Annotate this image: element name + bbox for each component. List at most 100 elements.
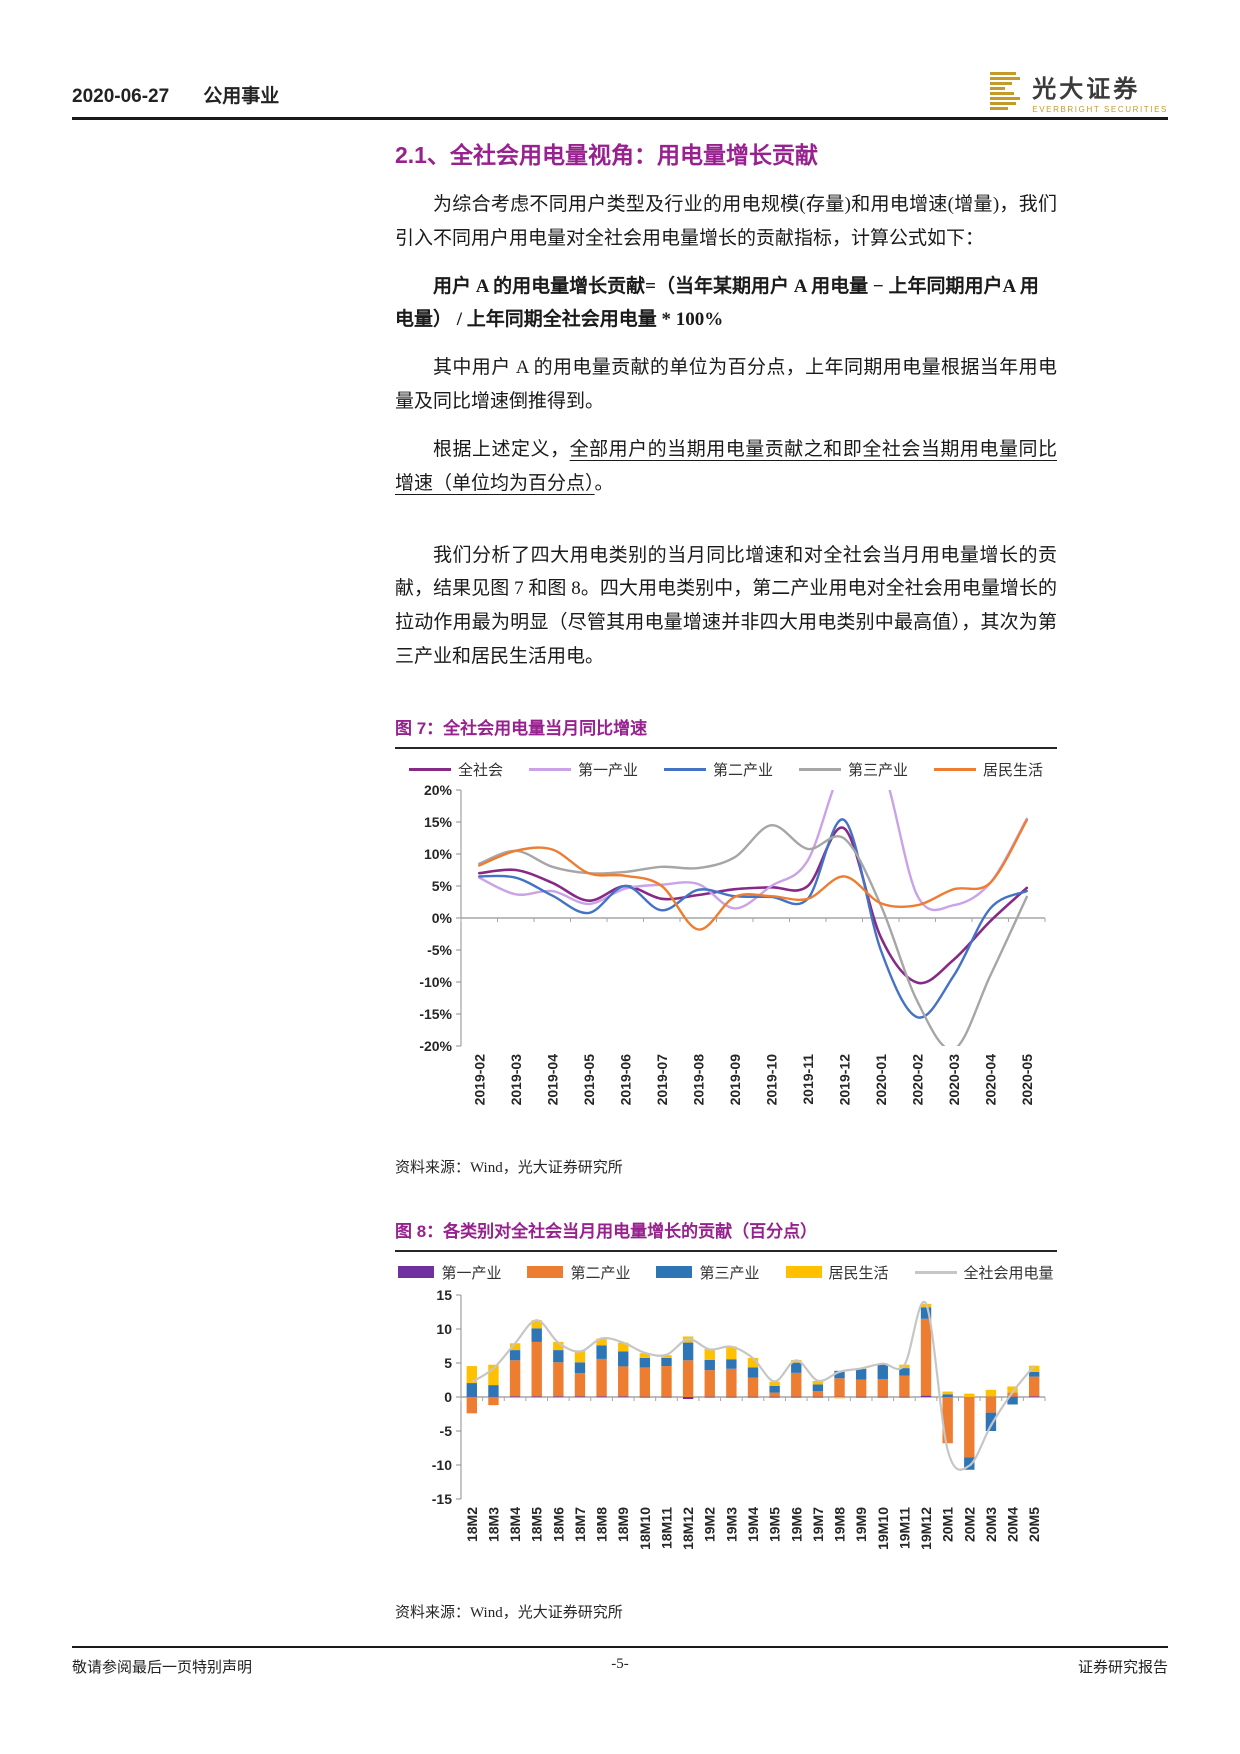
- paragraph-5: 我们分析了四大用电类别的当月同比增速和对全社会当月用电量增长的贡献，结果见图 7…: [395, 544, 1057, 667]
- x-tick-label: 19M3: [723, 1507, 739, 1542]
- bar-segment-2: [509, 1349, 521, 1361]
- paragraph-4: 根据上述定义，全部用户的当期用电量贡献之和即全社会当期用电量同比增速（单位均为百…: [395, 433, 1057, 501]
- bar-segment-2: [574, 1362, 586, 1373]
- bar-segment-0: [899, 1396, 910, 1398]
- legend-label: 全社会: [457, 762, 503, 779]
- x-tick-label: 19M11: [896, 1507, 912, 1549]
- bar-segment-0: [920, 1395, 932, 1397]
- legend-item: 第二产业: [527, 1262, 630, 1283]
- report-date: 2020-06-27: [72, 86, 170, 107]
- legend-item: 第一产业: [398, 1262, 501, 1283]
- bar-segment-1: [704, 1369, 715, 1397]
- bar-segment-3: [553, 1341, 564, 1350]
- figure7-line-chart: -20% -15% -10% -5% 0% 5% 10% 15% 20% 2019-02 2019-…: [419, 782, 1046, 1106]
- x-tick-label: 2019-05: [581, 1054, 597, 1106]
- legend-color-swatch: [785, 1266, 822, 1279]
- bar-segment-3: [531, 1319, 542, 1329]
- bar-segment-3: [704, 1348, 715, 1360]
- x-tick-label: 18M7: [572, 1507, 588, 1542]
- bar-segment-2: [618, 1351, 629, 1367]
- bar-segment-1: [985, 1396, 997, 1413]
- figure7-legend: 全社会 第一产业 第二产业 第三产业 居民生活: [395, 759, 1057, 780]
- bar-segment-3: [466, 1365, 478, 1383]
- footer-rule: [72, 1646, 1168, 1648]
- x-tick-label: 19M10: [875, 1507, 891, 1550]
- svg-text:5: 5: [444, 1355, 452, 1371]
- bar-segment-1: [682, 1360, 694, 1397]
- bar-segment-2: [791, 1362, 802, 1373]
- bar-segment-3: [618, 1342, 629, 1352]
- figure8-bar-chart: -15 -10 -5 0 5 10 15 18M2 18M3 18M4 18M5 18M6 18M7 18…: [432, 1287, 1046, 1550]
- legend-label: 第二产业: [570, 1265, 631, 1282]
- legend-label: 居民生活: [983, 762, 1044, 779]
- x-tick-label: 2019-06: [617, 1054, 633, 1106]
- bar-segment-1: [964, 1396, 975, 1458]
- x-tick-label: 2020-01: [873, 1054, 889, 1106]
- paragraph-1: 为综合考虑不同用户类型及行业的用电规模(存量)和用电增速(增量)，我们引入不同用…: [395, 194, 1057, 249]
- x-tick-label: 19M5: [767, 1507, 783, 1542]
- footer-disclaimer: 敬请参阅最后一页特别声明: [72, 1660, 253, 1676]
- x-tick-label: 2019-08: [690, 1054, 706, 1106]
- legend-line-swatch: [663, 767, 706, 771]
- bar-segment-1: [769, 1392, 780, 1397]
- bar-segment-3: [661, 1354, 672, 1358]
- x-tick-label: 2019-11: [800, 1054, 816, 1105]
- bar-segment-1: [531, 1341, 542, 1397]
- x-tick-label: 2020-03: [946, 1054, 962, 1106]
- x-tick-label: 2020-05: [1019, 1054, 1035, 1106]
- x-tick-label: 2019-07: [654, 1054, 670, 1106]
- bar-segment-1: [899, 1375, 910, 1397]
- svg-text:10%: 10%: [424, 846, 453, 862]
- brand-text: 光大证券 EVERBRIGHT SECURITIES: [1032, 78, 1168, 114]
- bar-segment-1: [877, 1378, 888, 1397]
- bar-segment-3: [747, 1357, 759, 1368]
- svg-text:10: 10: [436, 1321, 452, 1337]
- legend-label: 居民生活: [828, 1265, 889, 1282]
- bar-segment-0: [1028, 1396, 1040, 1397]
- svg-text:-5: -5: [440, 1423, 453, 1439]
- x-tick-label: 19M2: [702, 1507, 718, 1542]
- legend-item: 第三产业: [656, 1262, 760, 1283]
- bar-segment-2: [920, 1306, 932, 1319]
- bar-segment-1: [596, 1358, 607, 1397]
- bar-segment-2: [769, 1385, 780, 1393]
- bar-segment-1: [747, 1377, 759, 1397]
- bar-segment-0: [639, 1396, 651, 1398]
- bar-segment-1: [791, 1372, 802, 1397]
- bar-segment-2: [704, 1359, 715, 1370]
- svg-text:15: 15: [436, 1287, 452, 1303]
- bar-segment-3: [596, 1338, 607, 1346]
- legend-line-swatch: [934, 767, 977, 771]
- bar-segment-0: [618, 1396, 629, 1397]
- legend-item: 第一产业: [528, 759, 638, 780]
- x-tick-label: 18M2: [464, 1507, 480, 1542]
- svg-text:0%: 0%: [432, 910, 453, 926]
- bar-segment-1: [855, 1379, 867, 1397]
- everbright-logo-icon: [990, 72, 1021, 110]
- bar-segment-1: [639, 1367, 651, 1397]
- x-tick-label: 2019-03: [508, 1054, 524, 1106]
- bar-segment-3: [812, 1380, 824, 1385]
- x-tick-label: 2020-02: [909, 1054, 925, 1106]
- line-series-1: [478, 789, 1028, 911]
- legend-line-swatch: [799, 767, 841, 771]
- svg-text:-10: -10: [432, 1457, 452, 1473]
- brand-name-en: EVERBRIGHT SECURITIES: [1032, 105, 1168, 114]
- x-tick-label: 18M11: [658, 1507, 674, 1549]
- figure7-source: 资料来源：Wind，光大证券研究所: [395, 1159, 623, 1176]
- bar-segment-2: [726, 1359, 737, 1369]
- x-tick-label: 18M4: [507, 1507, 523, 1542]
- bar-segment-3: [769, 1381, 780, 1386]
- bar-segment-3: [639, 1352, 651, 1358]
- bar-segment-0: [553, 1396, 564, 1397]
- bar-segment-1: [1007, 1392, 1018, 1397]
- legend-color-swatch: [527, 1266, 564, 1279]
- figure7-title-rule: [395, 746, 1057, 749]
- legend-label: 第一产业: [577, 762, 638, 779]
- legend-label: 第三产业: [699, 1265, 760, 1282]
- page-footer: 敬请参阅最后一页特别声明 -5- 证券研究报告: [72, 1656, 1168, 1677]
- bar-segment-2: [812, 1384, 824, 1391]
- bar-segment-0: [574, 1396, 586, 1397]
- svg-text:-15: -15: [432, 1491, 452, 1507]
